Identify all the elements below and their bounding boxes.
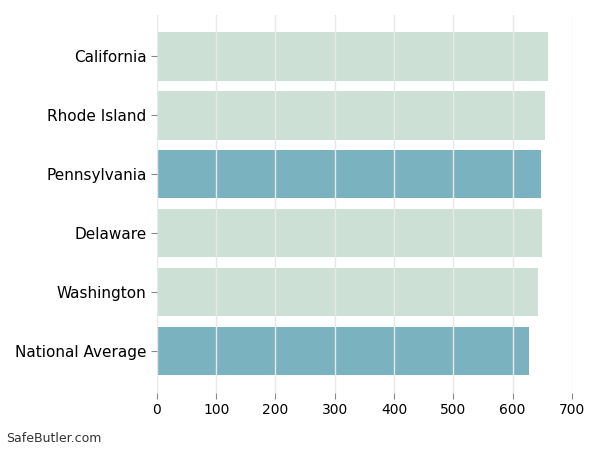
Bar	[157, 150, 541, 198]
Bar	[157, 327, 529, 375]
Bar	[157, 209, 542, 257]
Bar	[157, 268, 538, 316]
Bar	[157, 32, 548, 81]
Bar	[157, 91, 545, 140]
Text: SafeButler.com: SafeButler.com	[6, 432, 101, 446]
